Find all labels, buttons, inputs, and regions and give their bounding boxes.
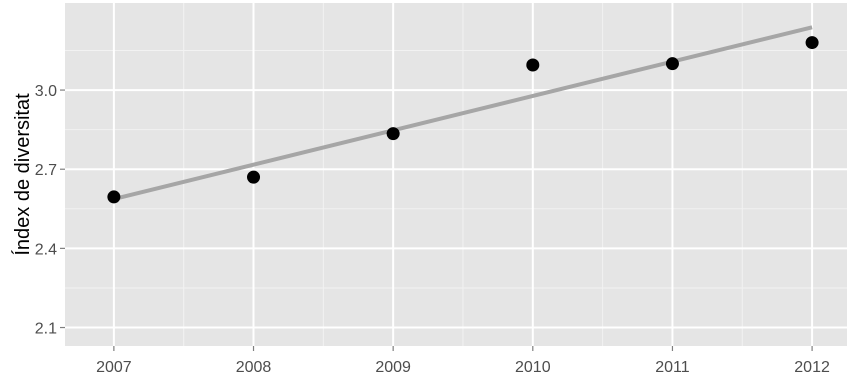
y-tick-label: 2.1 [35, 321, 57, 338]
x-tick-label: 2007 [96, 359, 132, 376]
data-point [665, 57, 679, 71]
data-point [526, 58, 540, 72]
x-tick-label: 2010 [515, 359, 551, 376]
y-tick-label: 2.4 [35, 241, 57, 258]
major-grid [65, 3, 847, 346]
x-tick-labels: 2007 2008 2009 2010 2011 2012 [96, 359, 830, 376]
y-tick-labels: 2.1 2.4 2.7 3.0 [35, 83, 57, 337]
data-point [247, 170, 261, 184]
x-tick-label: 2012 [794, 359, 830, 376]
data-points [107, 36, 819, 204]
axis-ticks [60, 89, 813, 351]
plot-panel [65, 3, 847, 346]
x-tick-label: 2008 [236, 359, 272, 376]
y-tick-label: 2.7 [35, 162, 57, 179]
data-point [386, 127, 400, 141]
x-tick-label: 2009 [375, 359, 411, 376]
y-tick-label: 3.0 [35, 83, 57, 100]
x-tick-label: 2011 [655, 359, 690, 376]
data-point [805, 36, 819, 50]
y-axis-title: Índex de diversitat [11, 93, 34, 256]
trendline-group [113, 25, 813, 201]
data-point [107, 190, 121, 204]
trendline [113, 25, 813, 201]
